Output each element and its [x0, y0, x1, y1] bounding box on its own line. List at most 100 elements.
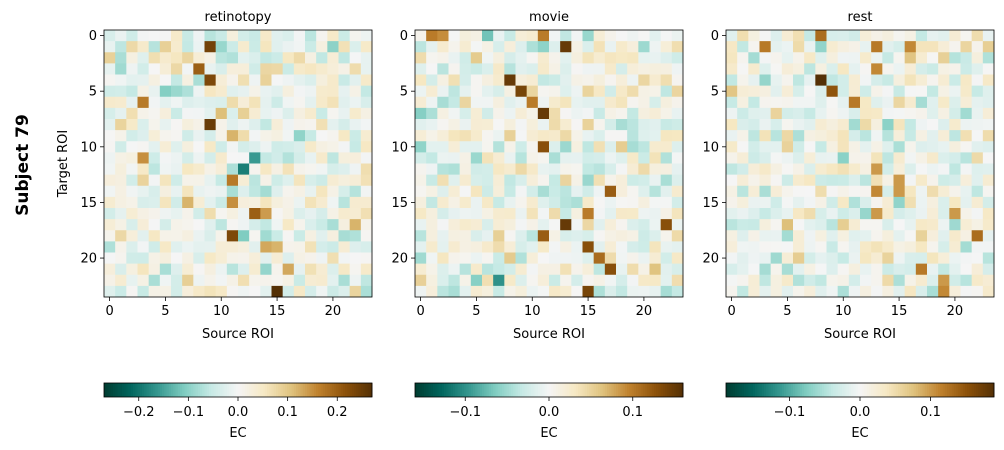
- heatmap-cell: [437, 85, 449, 98]
- plot-frame: [103, 29, 373, 298]
- heatmap-cell: [638, 230, 650, 242]
- colorbar-segment: [902, 383, 906, 397]
- heatmap-cell: [182, 85, 194, 98]
- heatmap-cell: [159, 174, 172, 187]
- heatmap-cell: [537, 219, 550, 231]
- heatmap-cell: [616, 85, 628, 98]
- heatmap-cell: [448, 263, 461, 276]
- heatmap-cell: [327, 163, 339, 175]
- heatmap-cell: [226, 152, 239, 164]
- heatmap-cell: [415, 130, 427, 142]
- heatmap-cell: [649, 208, 662, 220]
- colorbar-segment: [976, 383, 979, 397]
- colorbar-segment: [215, 383, 219, 397]
- heatmap-cell: [748, 52, 760, 64]
- heatmap-cell: [515, 130, 528, 142]
- heatmap-cell: [837, 41, 850, 53]
- heatmap-cell: [415, 107, 427, 120]
- heatmap-cell: [459, 230, 472, 242]
- heatmap-cell: [927, 107, 939, 120]
- heatmap-cell: [571, 30, 583, 42]
- heatmap-cell: [515, 41, 528, 53]
- heatmap-cell: [249, 219, 261, 231]
- heatmap-cell: [115, 52, 127, 64]
- heatmap-cell: [426, 30, 438, 42]
- heatmap-cell: [104, 152, 116, 164]
- colorbar-segment: [287, 383, 290, 397]
- heatmap-cell: [171, 85, 183, 98]
- heatmap-cell: [938, 219, 950, 231]
- x-tick-label: 15: [269, 304, 286, 319]
- colorbar-segment: [806, 383, 810, 397]
- heatmap-cell: [649, 185, 662, 198]
- heatmap-cell: [860, 241, 872, 253]
- heatmap-cell: [627, 208, 639, 220]
- heatmap-cell: [226, 185, 239, 198]
- heatmap-cell: [493, 252, 505, 264]
- heatmap-cell: [504, 252, 516, 264]
- colorbar-segment: [144, 383, 147, 397]
- heatmap-cell: [137, 96, 150, 109]
- heatmap-cell: [660, 119, 673, 131]
- heatmap-cell: [305, 119, 317, 131]
- colorbar-segment: [513, 383, 516, 397]
- heatmap-cell: [338, 74, 351, 86]
- colorbar-segment: [651, 383, 655, 397]
- heatmap-cell: [960, 74, 973, 86]
- heatmap-cell: [426, 185, 438, 198]
- heatmap-cell: [137, 52, 150, 64]
- heatmap-cell: [115, 63, 127, 75]
- y-tick-label: 10: [80, 140, 97, 155]
- heatmap-cell: [282, 285, 295, 298]
- heatmap-cell: [582, 63, 595, 75]
- colorbar-segment: [506, 383, 510, 397]
- heatmap-cell: [571, 52, 583, 64]
- heatmap-cell: [349, 41, 362, 53]
- heatmap-cell: [949, 185, 961, 198]
- heatmap-cell: [226, 208, 239, 220]
- heatmap-cell: [249, 74, 261, 86]
- heatmap-cell: [448, 30, 461, 42]
- heatmap-cell: [360, 219, 373, 231]
- colorbar-segment: [448, 383, 452, 397]
- heatmap-cell: [415, 219, 427, 231]
- colorbar-segment: [139, 383, 143, 397]
- colorbar-tick-label: 0.0: [850, 405, 871, 420]
- heatmap-cell: [249, 107, 261, 120]
- heatmap-cell: [627, 30, 639, 42]
- heatmap-cell: [182, 63, 194, 75]
- heatmap-cell: [215, 85, 228, 98]
- colorbar-segment: [817, 383, 821, 397]
- heatmap-cell: [504, 130, 516, 142]
- colorbar-segment: [915, 383, 919, 397]
- heatmap-cell: [848, 96, 861, 109]
- heatmap-cell: [437, 74, 449, 86]
- heatmap-cell: [660, 274, 673, 287]
- heatmap-cell: [671, 208, 684, 220]
- heatmap-cell: [249, 196, 261, 209]
- heatmap-cell: [748, 263, 760, 276]
- heatmap-cell: [238, 208, 250, 220]
- heatmap-cell: [260, 74, 272, 86]
- heatmap-cell: [893, 174, 906, 187]
- colorbar-segment: [531, 383, 534, 397]
- y-tick-label: 20: [391, 252, 408, 267]
- heatmap-cell: [504, 63, 516, 75]
- colorbar-segment: [206, 383, 210, 397]
- heatmap-cell: [249, 152, 261, 164]
- heatmap-cell: [226, 174, 239, 187]
- heatmap-cell: [549, 252, 561, 264]
- heatmap-cell: [904, 141, 917, 153]
- heatmap-cell: [137, 74, 150, 86]
- heatmap-cell: [726, 196, 738, 209]
- heatmap-cell: [616, 141, 628, 153]
- colorbar-segment: [537, 383, 541, 397]
- heatmap-cell: [293, 141, 306, 153]
- heatmap-cell: [171, 52, 183, 64]
- heatmap-cell: [126, 219, 138, 231]
- colorbar-tick-label: −0.2: [123, 405, 155, 420]
- colorbar: −0.2 −0.1 0.0 0.1 0.2EC: [103, 382, 373, 441]
- heatmap-cell: [582, 208, 595, 220]
- heatmap-cell: [671, 241, 684, 253]
- heatmap-cell: [781, 185, 794, 198]
